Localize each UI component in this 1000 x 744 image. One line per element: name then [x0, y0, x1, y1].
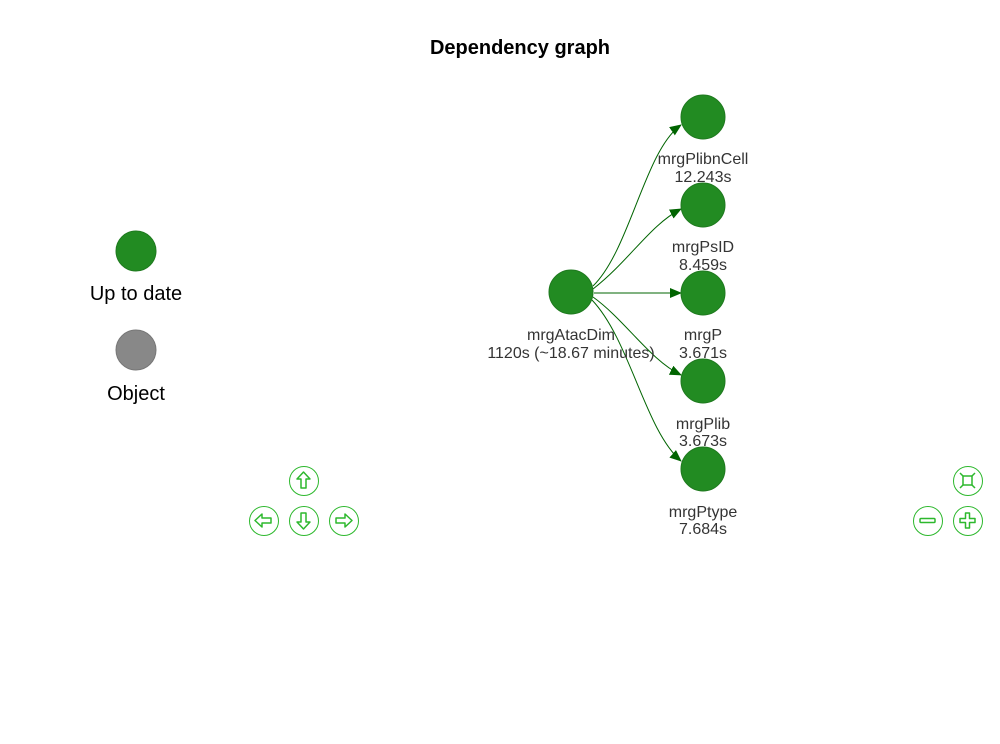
node-mrgP-time: 3.671s [679, 345, 727, 362]
pan-down-button[interactable] [289, 506, 319, 536]
node-mrgP-label: mrgP [684, 327, 722, 344]
zoom-out-icon [919, 517, 936, 524]
legend-label-up-to-date: Up to date [90, 283, 182, 305]
node-mrgP[interactable]: mrgP 3.671s [679, 270, 727, 362]
legend-label-object: Object [107, 383, 165, 405]
node-mrgAtacDim-circle[interactable] [548, 269, 594, 315]
arrow-left-icon [254, 513, 272, 528]
node-mrgPlibnCell-label: mrgPlibnCell [658, 151, 749, 168]
zoom-fit-button[interactable] [953, 466, 983, 496]
node-mrgPtype-circle[interactable] [680, 446, 726, 492]
node-mrgAtacDim-label: mrgAtacDim [527, 327, 615, 344]
node-mrgPsID-circle[interactable] [680, 182, 726, 228]
node-mrgAtacDim-time: 1120s (~18.67 minutes) [487, 345, 654, 362]
zoom-out-button[interactable] [913, 506, 943, 536]
fit-icon [959, 472, 976, 489]
arrow-up-icon [296, 471, 311, 489]
nodes: mrgAtacDim 1120s (~18.67 minutes) mrgPli… [487, 94, 749, 538]
legend-item-up-to-date: Up to date [90, 230, 182, 305]
node-mrgPlibnCell[interactable]: mrgPlibnCell 12.243s [658, 94, 749, 186]
arrow-right-icon [335, 513, 353, 528]
edges [591, 124, 682, 462]
node-mrgPsID-time: 8.459s [679, 257, 727, 274]
zoom-in-button[interactable] [953, 506, 983, 536]
node-mrgPtype-time: 7.684s [679, 521, 727, 538]
legend-swatch-object [115, 329, 157, 371]
legend-item-object: Object [107, 329, 165, 405]
edge-mrgAtacDim-mrgPlibnCell [592, 124, 682, 287]
graph-title: Dependency graph [429, 37, 611, 59]
pan-left-button[interactable] [249, 506, 279, 536]
node-mrgPlib[interactable]: mrgPlib 3.673s [676, 358, 730, 450]
node-mrgPlib-circle[interactable] [680, 358, 726, 404]
node-mrgAtacDim[interactable]: mrgAtacDim 1120s (~18.67 minutes) [487, 269, 655, 362]
edge-mrgAtacDim-mrgPtype [591, 299, 682, 462]
zoom-in-icon [959, 512, 976, 529]
node-mrgPsID-label: mrgPsID [672, 239, 734, 256]
edge-mrgAtacDim-mrgPlib [592, 296, 682, 376]
legend: Up to date Object [90, 230, 182, 405]
node-mrgPlib-label: mrgPlib [676, 416, 730, 433]
edge-mrgAtacDim-mrgPsID [592, 208, 682, 290]
arrow-down-icon [296, 512, 311, 530]
node-mrgPlib-time: 3.673s [679, 433, 727, 450]
legend-swatch-up-to-date [115, 230, 157, 272]
node-mrgPlibnCell-time: 12.243s [675, 169, 732, 186]
node-mrgPtype[interactable]: mrgPtype 7.684s [669, 446, 738, 538]
node-mrgPsID[interactable]: mrgPsID 8.459s [672, 182, 734, 274]
node-mrgPlibnCell-circle[interactable] [680, 94, 726, 140]
pan-right-button[interactable] [329, 506, 359, 536]
node-mrgPtype-label: mrgPtype [669, 504, 738, 521]
node-mrgP-circle[interactable] [680, 270, 726, 316]
pan-up-button[interactable] [289, 466, 319, 496]
